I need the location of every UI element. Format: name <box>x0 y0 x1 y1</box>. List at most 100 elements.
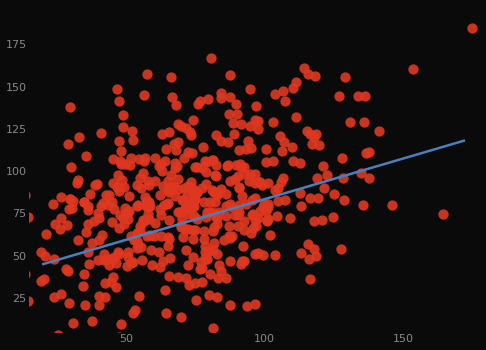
Point <box>286 216 294 221</box>
Point <box>50 294 58 300</box>
Point <box>164 243 172 248</box>
Point <box>155 163 163 169</box>
Point <box>143 234 151 239</box>
Point <box>115 225 123 231</box>
Point <box>81 199 88 205</box>
Point <box>180 185 188 191</box>
Point <box>167 256 174 261</box>
Point <box>121 162 128 167</box>
Point <box>338 155 346 161</box>
Point <box>357 170 364 176</box>
Point <box>251 301 259 307</box>
Point <box>238 258 246 264</box>
Point <box>263 217 271 222</box>
Point <box>260 201 268 207</box>
Point <box>162 146 170 152</box>
Point <box>209 228 217 234</box>
Point <box>269 120 277 125</box>
Point <box>223 203 230 209</box>
Point <box>201 159 209 164</box>
Point <box>329 214 337 220</box>
Point <box>252 196 260 201</box>
Point <box>168 94 175 100</box>
Point <box>191 196 199 201</box>
Point <box>189 236 197 242</box>
Point <box>206 271 214 277</box>
Point <box>251 117 259 122</box>
Point <box>208 188 216 193</box>
Point <box>117 148 124 154</box>
Point <box>142 203 150 209</box>
Point <box>171 161 178 166</box>
Point <box>174 186 182 192</box>
Point <box>254 118 262 124</box>
Point <box>184 262 192 267</box>
Point <box>156 264 164 270</box>
Point <box>191 280 199 285</box>
Point <box>161 287 169 293</box>
Point <box>145 182 153 188</box>
Point <box>468 26 476 31</box>
Point <box>225 140 232 145</box>
Point <box>126 162 134 168</box>
Point <box>197 259 205 265</box>
Point <box>240 165 248 170</box>
Point <box>281 98 289 104</box>
Point <box>439 212 447 217</box>
Point <box>226 202 234 207</box>
Point <box>65 206 73 212</box>
Point <box>308 141 316 147</box>
Point <box>258 182 266 188</box>
Point <box>119 112 127 118</box>
Point <box>124 210 132 215</box>
Point <box>158 168 166 173</box>
Point <box>105 193 113 198</box>
Point <box>246 124 254 129</box>
Point <box>97 203 105 209</box>
Point <box>193 189 201 195</box>
Point <box>235 209 243 215</box>
Point <box>295 161 303 166</box>
Point <box>296 191 304 196</box>
Point <box>217 95 225 100</box>
Point <box>222 275 229 281</box>
Point <box>181 156 189 161</box>
Point <box>238 194 245 199</box>
Point <box>6 116 14 122</box>
Point <box>262 147 270 152</box>
Point <box>115 188 122 194</box>
Point <box>244 139 252 144</box>
Point <box>319 163 327 169</box>
Point <box>172 102 179 108</box>
Point <box>271 91 279 97</box>
Point <box>107 279 115 285</box>
Point <box>100 258 108 263</box>
Point <box>200 228 208 234</box>
Point <box>181 206 189 211</box>
Point <box>108 199 116 205</box>
Point <box>161 158 169 163</box>
Point <box>179 234 187 239</box>
Point <box>62 266 69 271</box>
Point <box>177 224 185 230</box>
Point <box>134 238 141 244</box>
Point <box>205 209 212 215</box>
Point <box>187 132 195 137</box>
Point <box>184 149 192 155</box>
Point <box>146 203 154 208</box>
Point <box>203 170 210 175</box>
Point <box>264 216 272 222</box>
Point <box>201 243 208 249</box>
Point <box>199 279 207 284</box>
Point <box>156 192 164 198</box>
Point <box>93 181 101 187</box>
Point <box>145 199 153 204</box>
Point <box>184 184 192 189</box>
Point <box>214 275 222 281</box>
Point <box>245 178 253 184</box>
Point <box>191 197 199 202</box>
Point <box>112 260 120 266</box>
Point <box>164 200 172 205</box>
Point <box>191 187 198 193</box>
Point <box>225 223 233 229</box>
